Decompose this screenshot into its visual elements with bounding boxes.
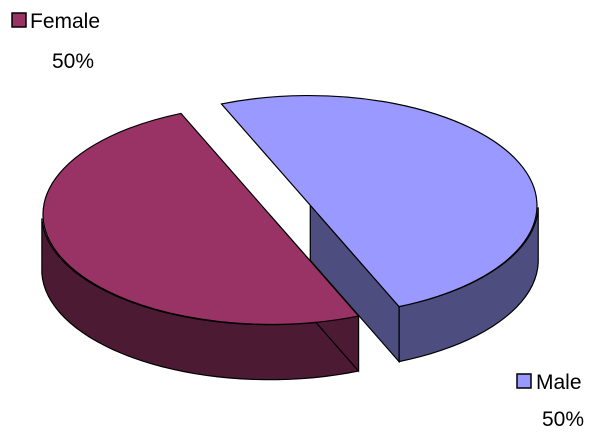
label-value-female: 50% [52,50,94,73]
pie-slice-female [41,112,360,381]
slices-layer [41,94,539,381]
legend-key-male [516,373,532,389]
label-category-female: Female [30,10,100,33]
labels-layer: Female 50% Male 50% [11,10,584,431]
pie-slice-male [220,94,539,364]
legend-key-female [11,12,27,28]
label-category-male: Male [536,371,582,394]
pie-slice-female-top [42,112,360,326]
pie-slice-male-top [220,94,538,308]
data-label-male: Male 50% [516,371,584,431]
data-label-female: Female 50% [11,10,100,73]
label-value-male: 50% [542,408,584,428]
